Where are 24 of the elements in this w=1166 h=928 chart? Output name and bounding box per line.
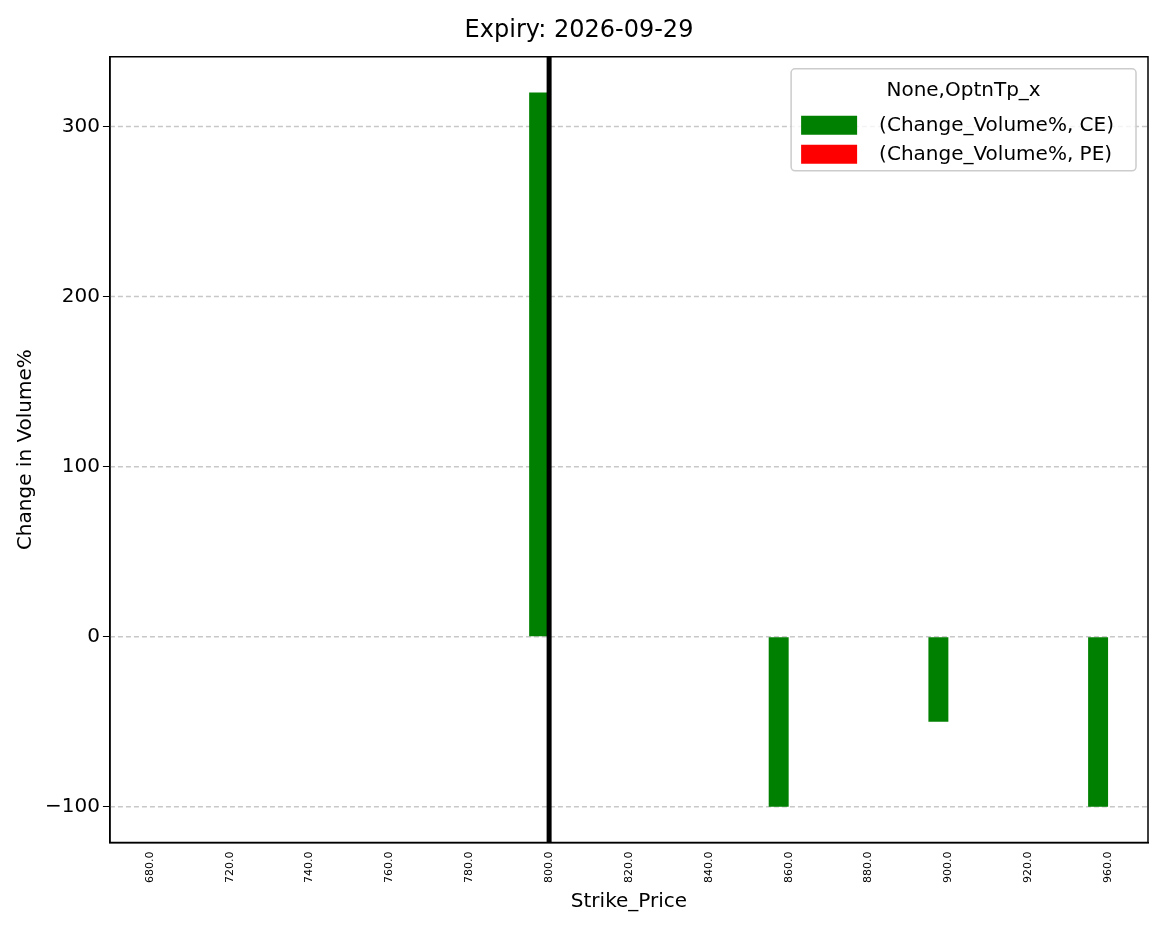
x-tick-label: 840.0 xyxy=(701,851,715,884)
y-tick-label: 0 xyxy=(87,622,100,647)
y-axis-title: Change in Volume% xyxy=(12,349,37,551)
x-tick-label: 920.0 xyxy=(1021,851,1035,884)
legend-title: None,OptnTp_x xyxy=(886,77,1041,101)
x-tick-label: 860.0 xyxy=(781,851,795,884)
x-tick-label: 720.0 xyxy=(222,851,236,884)
x-axis-title: Strike_Price xyxy=(570,888,688,913)
y-tick-label: 100 xyxy=(61,452,100,477)
y-tick-label: 200 xyxy=(61,282,100,307)
x-tick-label: 680.0 xyxy=(142,851,156,884)
y-tick-label: 300 xyxy=(61,112,100,137)
x-tick-label: 900.0 xyxy=(941,851,955,884)
x-tick-label: 780.0 xyxy=(462,851,476,884)
legend-label: (Change_Volume%, PE) xyxy=(879,141,1113,165)
legend-label: (Change_Volume%, CE) xyxy=(879,112,1115,136)
chart-title: Expiry: 2026-09-29 xyxy=(464,14,694,43)
y-tick-label: −100 xyxy=(44,793,100,817)
x-tick-label: 740.0 xyxy=(302,851,316,884)
x-tick-label: 800.0 xyxy=(541,851,555,884)
x-tick-label: 960.0 xyxy=(1100,851,1114,884)
x-tick-label: 760.0 xyxy=(382,851,396,884)
x-tick-label: 880.0 xyxy=(861,851,875,884)
x-tick-label: 820.0 xyxy=(621,851,635,884)
